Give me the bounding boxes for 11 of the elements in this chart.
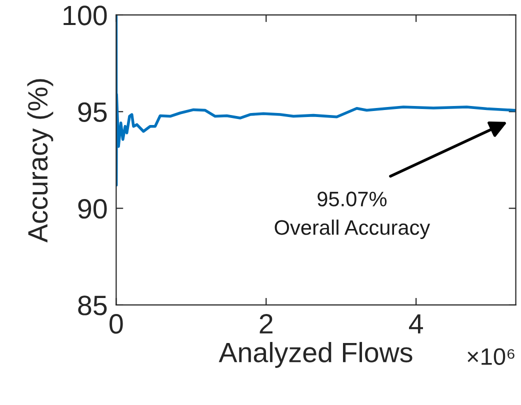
- x-axis-title: Analyzed Flows: [218, 342, 412, 368]
- y-tick-label: 85: [78, 296, 107, 316]
- annotation: 95.07% Overall Accuracy: [274, 192, 430, 240]
- text: ×10⁶: [468, 348, 514, 365]
- x-tick-label: 2: [260, 314, 272, 334]
- y-tick-label: 95: [78, 102, 107, 122]
- x-tick-label: 4: [408, 314, 423, 334]
- x-tick-label: 0: [110, 314, 123, 334]
- y-tick-label: 100: [64, 6, 107, 26]
- y-axis-title: Accuracy (%): [27, 79, 54, 242]
- y-tick-label: 90: [78, 198, 107, 219]
